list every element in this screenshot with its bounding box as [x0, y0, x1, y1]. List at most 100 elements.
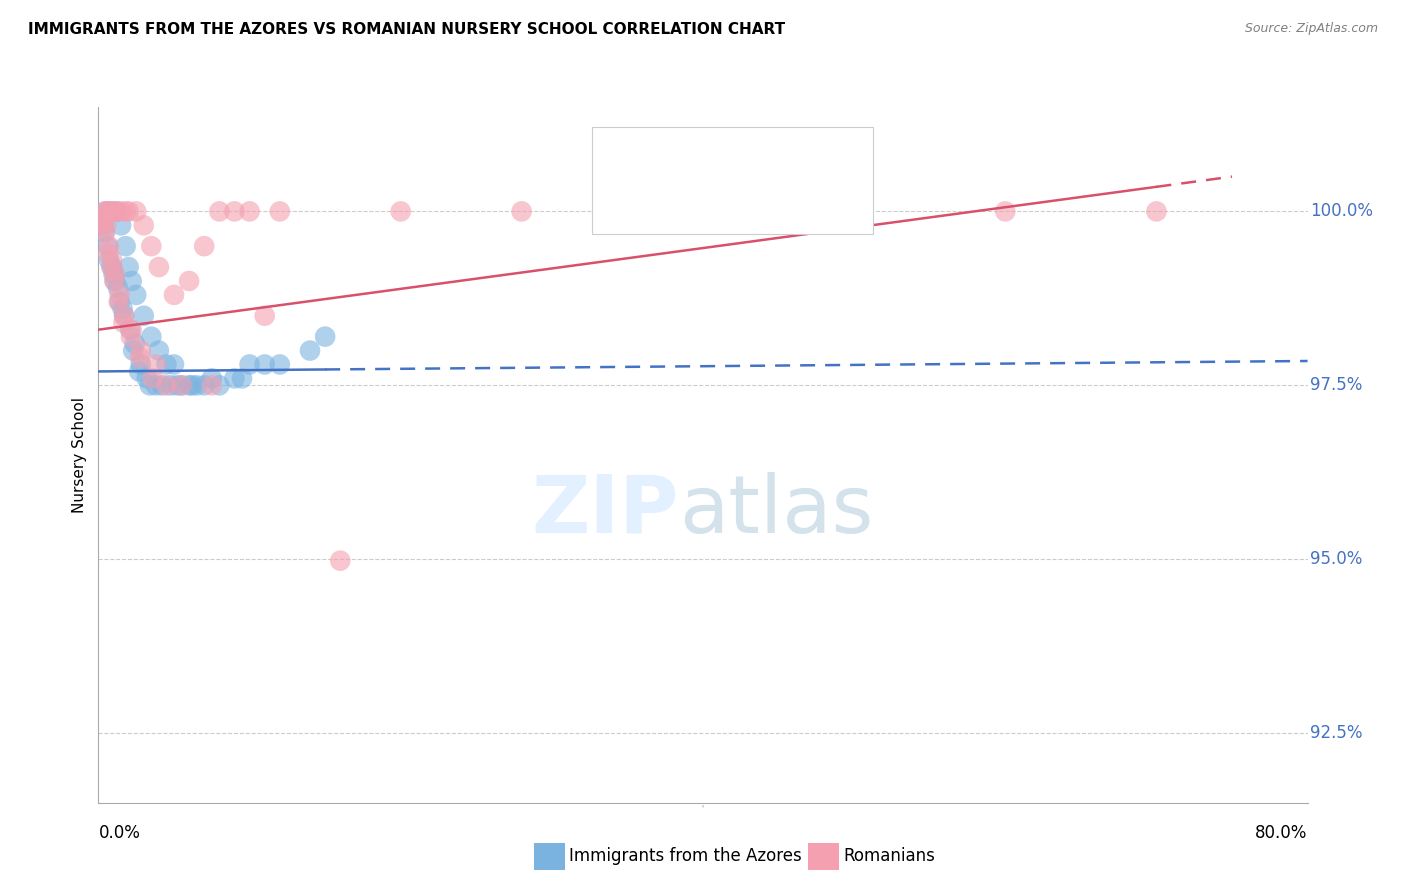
- Point: [155, 378, 177, 392]
- Point: [141, 239, 163, 253]
- Point: [100, 204, 122, 219]
- Text: 100.0%: 100.0%: [1310, 202, 1374, 220]
- Point: [201, 378, 224, 392]
- Point: [108, 288, 131, 302]
- Point: [201, 371, 224, 385]
- Point: [100, 260, 122, 274]
- Point: [193, 239, 215, 253]
- Point: [129, 358, 152, 372]
- Text: N = 50: N = 50: [756, 200, 818, 218]
- Text: N = 49: N = 49: [756, 160, 820, 178]
- Text: 97.5%: 97.5%: [1310, 376, 1362, 394]
- Point: [129, 351, 152, 365]
- Point: [101, 260, 124, 274]
- Point: [253, 358, 276, 372]
- Point: [103, 204, 125, 219]
- Point: [112, 309, 135, 323]
- Point: [91, 219, 114, 233]
- Point: [101, 253, 124, 268]
- Point: [121, 323, 143, 337]
- Point: [118, 260, 141, 274]
- Text: R = 0.255: R = 0.255: [644, 200, 735, 218]
- Point: [510, 204, 533, 219]
- Point: [145, 378, 167, 392]
- Point: [163, 288, 186, 302]
- Point: [155, 358, 177, 372]
- Point: [170, 378, 193, 392]
- Point: [125, 288, 148, 302]
- Point: [103, 274, 125, 288]
- Point: [132, 219, 155, 233]
- Point: [135, 371, 157, 385]
- Point: [170, 378, 193, 392]
- Text: ZIP: ZIP: [531, 472, 679, 549]
- Point: [208, 378, 231, 392]
- Point: [108, 294, 131, 309]
- Point: [299, 343, 322, 358]
- Point: [128, 364, 150, 378]
- Point: [150, 378, 173, 392]
- Point: [181, 378, 204, 392]
- Text: IMMIGRANTS FROM THE AZORES VS ROMANIAN NURSERY SCHOOL CORRELATION CHART: IMMIGRANTS FROM THE AZORES VS ROMANIAN N…: [28, 22, 785, 37]
- Y-axis label: Nursery School: Nursery School: [72, 397, 87, 513]
- Point: [120, 323, 142, 337]
- Point: [93, 225, 115, 239]
- Point: [179, 274, 201, 288]
- Text: 95.0%: 95.0%: [1310, 550, 1362, 568]
- Point: [314, 329, 336, 343]
- Point: [114, 239, 136, 253]
- Point: [112, 309, 135, 323]
- Point: [269, 358, 291, 372]
- Point: [122, 343, 145, 358]
- Point: [186, 378, 208, 392]
- Point: [96, 204, 118, 219]
- Point: [112, 316, 135, 330]
- Text: Romanians: Romanians: [844, 847, 935, 865]
- Point: [129, 343, 152, 358]
- Point: [160, 378, 183, 392]
- Point: [139, 378, 162, 392]
- Point: [105, 204, 128, 219]
- Point: [179, 378, 201, 392]
- Point: [1144, 204, 1167, 219]
- Point: [94, 204, 117, 219]
- Point: [114, 204, 136, 219]
- Point: [98, 239, 121, 253]
- Point: [163, 358, 186, 372]
- Point: [239, 358, 262, 372]
- Point: [389, 204, 412, 219]
- Point: [104, 267, 127, 281]
- Point: [91, 211, 114, 226]
- Point: [94, 219, 117, 233]
- Point: [208, 204, 231, 219]
- Point: [994, 204, 1017, 219]
- Point: [231, 371, 253, 385]
- Point: [118, 204, 141, 219]
- Point: [90, 219, 112, 233]
- Point: [108, 294, 131, 309]
- Text: 0.0%: 0.0%: [98, 823, 141, 842]
- Point: [329, 554, 352, 568]
- Point: [104, 274, 127, 288]
- Point: [193, 378, 215, 392]
- Point: [98, 253, 121, 268]
- Text: R = 0.014: R = 0.014: [644, 160, 735, 178]
- Text: 92.5%: 92.5%: [1310, 724, 1362, 742]
- Point: [148, 343, 170, 358]
- Point: [269, 204, 291, 219]
- Point: [224, 204, 246, 219]
- Point: [239, 204, 262, 219]
- Point: [96, 239, 118, 253]
- Point: [120, 329, 142, 343]
- Point: [166, 378, 188, 392]
- Text: Immigrants from the Azores: Immigrants from the Azores: [569, 847, 803, 865]
- Point: [224, 371, 246, 385]
- Text: atlas: atlas: [679, 472, 873, 549]
- Point: [616, 204, 638, 219]
- Point: [110, 204, 132, 219]
- Point: [93, 204, 115, 219]
- Point: [844, 204, 866, 219]
- Text: 80.0%: 80.0%: [1256, 823, 1308, 842]
- Point: [141, 329, 163, 343]
- Text: Source: ZipAtlas.com: Source: ZipAtlas.com: [1244, 22, 1378, 36]
